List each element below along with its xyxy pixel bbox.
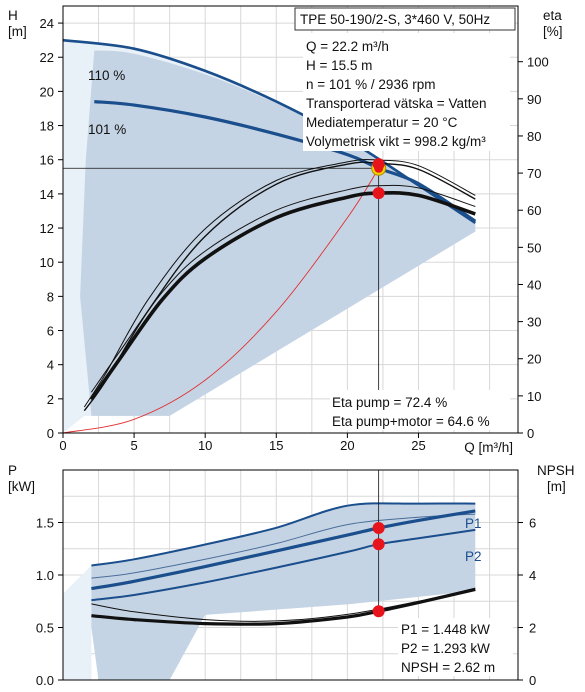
npsh-tick-label: 0	[529, 673, 536, 687]
eta-tick-label: 100	[527, 55, 549, 70]
info-temperature: Mediatemperatur = 20 °C	[306, 115, 458, 130]
h-tick-label: 20	[40, 84, 54, 99]
q-tick-label: 10	[198, 438, 212, 453]
h-tick-label: 6	[47, 324, 54, 339]
p1-curve-110-percent	[91, 502, 476, 567]
npsh-readout: NPSH = 2.62 m	[401, 660, 495, 675]
p-axis-bracket: [kW]	[8, 479, 35, 494]
q-tick-label: 5	[130, 438, 137, 453]
power-chart-curves	[91, 502, 476, 626]
info-liquid: Transporterad vätska = Vatten	[306, 96, 486, 111]
label-p1: P1	[465, 516, 482, 531]
q-tick-label: 15	[269, 438, 283, 453]
npsh-marker	[372, 605, 385, 618]
eta-pump-motor-curve-outline	[90, 184, 476, 393]
h-tick-label: 10	[40, 255, 54, 270]
q-tick-label: 25	[411, 438, 425, 453]
h-tick-label: 4	[47, 358, 54, 373]
p2-curve	[91, 528, 476, 602]
npsh-tick-label: 2	[529, 621, 536, 636]
eta-pump-marker	[372, 158, 385, 171]
label-101-percent: 101 %	[88, 122, 126, 137]
power-chart-ticks: 0.0 0.5 1.0 1.5 0 2 4 6	[36, 516, 536, 689]
system-curve	[62, 168, 380, 434]
h-tick-label: 24	[40, 16, 54, 31]
q-tick-label: 20	[340, 438, 354, 453]
eta-tick-label: 30	[527, 315, 541, 330]
power-chart-markers	[372, 470, 385, 618]
head-chart-markers	[63, 158, 387, 404]
power-readout-box	[398, 618, 513, 676]
head-chart-frame	[62, 5, 519, 434]
p-axis-unit: P	[8, 463, 17, 478]
label-p2: P2	[465, 549, 482, 564]
h-axis-unit: H	[8, 8, 18, 23]
h-tick-label: 2	[47, 392, 54, 407]
chart-title: TPE 50-190/2-S, 3*460 V, 50Hz	[300, 12, 490, 27]
h-tick-label: 22	[40, 50, 54, 65]
eta-pump-motor-curve	[89, 190, 476, 401]
q-tick-label: 0	[59, 438, 66, 453]
eta-pump-motor-marker	[372, 187, 385, 200]
power-npsh-chart: 0.0 0.5 1.0 1.5 0 2 4 6 P [kW] NPSH [m] P1 P2 P…	[8, 463, 575, 689]
eta-pump-motor-readout: Eta pump+motor = 64.6 %	[332, 414, 490, 429]
p-tick-label: 0.5	[36, 621, 54, 636]
eta-tick-label: 80	[527, 129, 541, 144]
h-axis-bracket: [m]	[8, 24, 27, 39]
p1-curve	[91, 509, 476, 591]
power-light-range-area	[63, 565, 92, 680]
head-chart-areas	[63, 40, 476, 433]
eta-tick-label: 0	[527, 426, 534, 441]
info-density: Volymetrisk vikt = 998.2 kg/m³	[306, 134, 486, 149]
eta-tick-label: 20	[527, 352, 541, 367]
title-box	[294, 7, 516, 31]
eta-tick-label: 90	[527, 92, 541, 107]
p1-marker	[372, 521, 385, 534]
h-tick-label: 8	[47, 289, 54, 304]
p2-readout: P2 = 1.293 kW	[401, 641, 490, 656]
h-tick-label: 0	[47, 426, 54, 441]
eta-readout-box	[330, 390, 510, 430]
eta-tick-label: 60	[527, 203, 541, 218]
npsh-axis-unit: NPSH	[537, 463, 575, 478]
eta-pump-readout: Eta pump = 72.4 %	[332, 395, 447, 410]
eta-pump-curve-thin	[83, 159, 476, 408]
eta-tick-label: 70	[527, 166, 541, 181]
h-tick-label: 18	[40, 119, 54, 134]
eta-tick-label: 10	[527, 389, 541, 404]
npsh-tick-label: 4	[529, 568, 536, 583]
label-110-percent: 110 %	[88, 68, 125, 83]
info-h: H = 15.5 m	[306, 58, 372, 73]
npsh-tick-label: 6	[529, 516, 536, 531]
npsh-axis-bracket: [m]	[547, 479, 566, 494]
eta-axis-unit: eta	[543, 8, 562, 23]
h-tick-label: 16	[40, 153, 54, 168]
p-tick-label: 1.0	[36, 568, 54, 583]
eta-tick-label: 50	[527, 240, 541, 255]
p-tick-label: 1.5	[36, 516, 54, 531]
h-tick-label: 12	[40, 221, 54, 236]
p1-readout: P1 = 1.448 kW	[401, 622, 490, 637]
info-n: n = 101 % / 2936 rpm	[306, 77, 435, 92]
eta-tick-label: 40	[527, 277, 541, 292]
head-operating-range-area	[80, 50, 476, 416]
eta-axis-bracket: [%]	[543, 24, 563, 39]
p-tick-label: 0.0	[36, 673, 54, 687]
info-q: Q = 22.2 m³/h	[306, 39, 389, 54]
h-tick-label: 14	[40, 187, 54, 202]
npsh-curve	[91, 587, 476, 626]
q-axis-label: Q [m³/h]	[464, 440, 513, 455]
head-efficiency-chart: 0246810121416182022240102030405060708090…	[8, 5, 563, 455]
info-box	[303, 33, 510, 151]
head-chart-ticks: 0246810121416182022240102030405060708090…	[40, 16, 549, 453]
p2-marker	[372, 538, 385, 551]
p2-curve-110-percent	[91, 513, 476, 579]
